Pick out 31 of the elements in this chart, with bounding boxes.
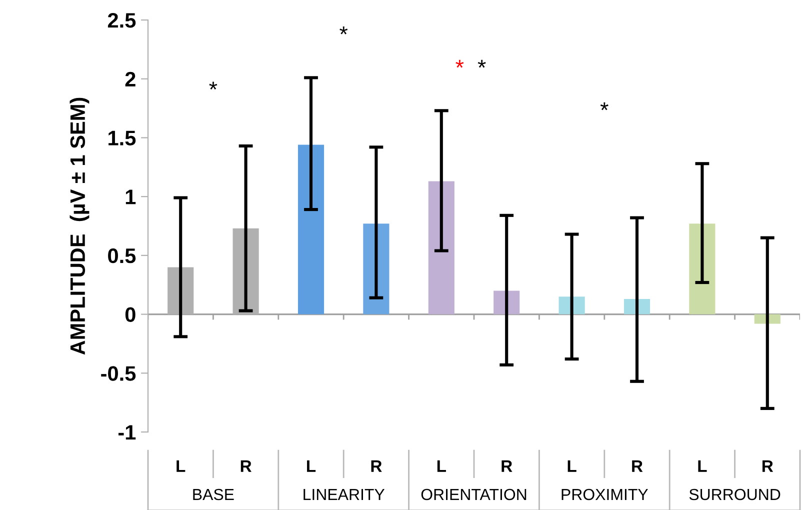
text: BASE [193,488,234,500]
annotation: * [478,60,486,68]
x-tick-label: L [437,460,446,472]
y-tick-label: -0.5 [101,366,136,381]
y-tick-label: 1.5 [108,130,136,146]
text: LINEARITY [304,489,385,500]
y-tick-label: 1 [126,190,136,204]
annotation: * [209,82,218,90]
x-tick-label: L [698,460,707,472]
text: ORIENTATION [421,488,526,500]
y-tick-label: 2 [125,72,136,86]
bar [298,144,324,314]
bar [428,181,454,314]
x-tick-label: L [568,460,576,472]
x-tick-label: R [371,460,382,472]
annotation: * [456,60,464,68]
y-axis-title: AMPLITUDE (µV ± 1 SEM) [70,98,90,355]
y-tick-label: 2.5 [108,13,136,28]
x-tick-label: R [240,460,252,472]
y-tick-label: 0 [125,307,136,322]
annotation: * [340,26,348,34]
y-tick-label: -1 [118,425,136,440]
x-tick-label: L [176,460,186,472]
x-tick-label: R [502,460,512,472]
text: SURROUND [689,488,780,500]
x-tick-label: R [632,460,643,472]
annotation: * [600,102,608,110]
y-tick-label: 0.5 [108,248,136,264]
x-tick-label: R [762,460,774,472]
text: PROXIMITY [562,488,648,500]
x-tick-label: L [307,460,316,472]
